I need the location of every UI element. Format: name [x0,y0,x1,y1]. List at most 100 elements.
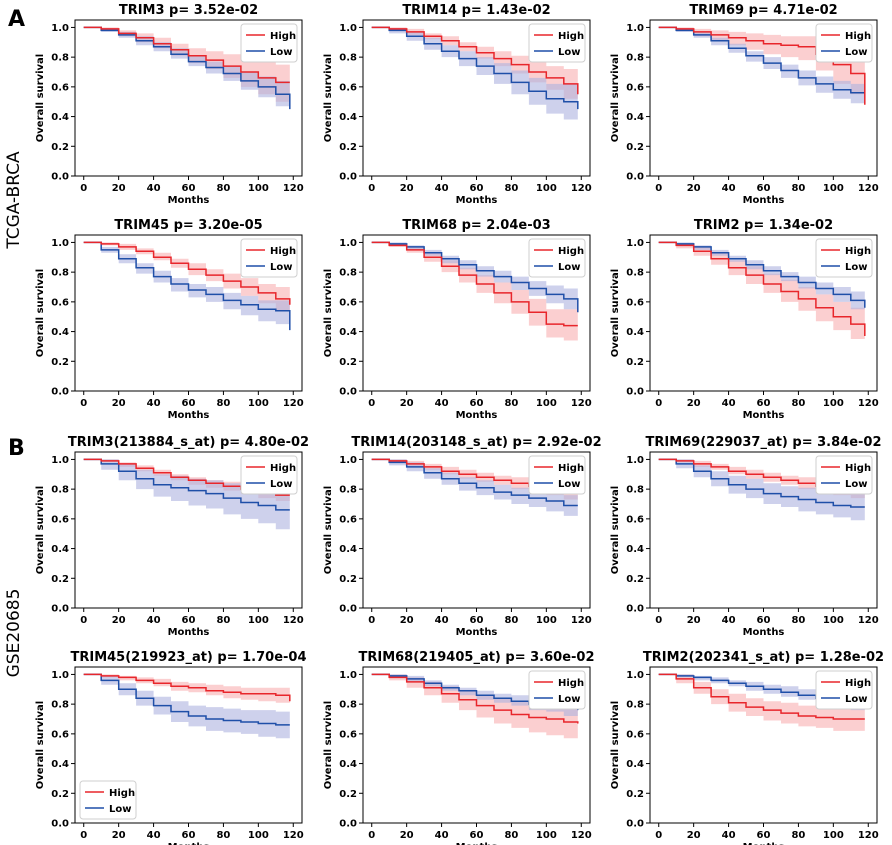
km-panel-9: TRIM69(229037_at) p= 3.84e-02 0 20 40 60 80 10… [610,435,882,638]
low-survival-line [83,241,291,331]
y-tick-label: 1.0 [339,670,357,681]
y-tick-label: 0.0 [339,604,357,615]
x-tick-label: 60 [757,830,771,841]
y-tick-label: 0.6 [626,514,644,525]
low-survival-line [371,26,579,110]
km-panel-10: TRIM45(219923_at) p= 1.70e-04 0 20 40 60 80 10… [35,650,307,845]
high-survival-line [658,673,865,720]
legend-box [240,455,298,495]
legend-high-label: High [558,246,584,257]
x-tick-label: 80 [216,615,230,626]
x-tick-label: 20 [112,830,126,841]
x-tick-label: 40 [147,398,161,409]
x-tick-label: 100 [823,398,844,409]
x-tick-label: 20 [687,398,701,409]
x-tick-label: 120 [283,398,304,409]
legend-box [240,238,298,278]
y-tick-label: 0.2 [626,574,644,585]
y-axis-label: Overall survival [323,54,334,142]
x-tick-label: 20 [687,615,701,626]
x-axis-label: Months [456,627,498,638]
y-axis-label: Overall survival [610,269,621,357]
legend-high-label: High [845,31,871,42]
y-tick-label: 0.6 [626,82,644,93]
x-tick-label: 100 [248,183,269,194]
x-tick-label: 0 [368,398,375,409]
x-tick-label: 100 [248,398,269,409]
legend-box [528,670,586,710]
x-tick-label: 40 [147,183,161,194]
x-tick-label: 80 [791,398,805,409]
x-tick-label: 0 [80,398,87,409]
x-tick-label: 80 [216,830,230,841]
legend-box [815,23,873,63]
legend-high-label: High [270,31,296,42]
y-tick-label: 0.2 [339,142,357,153]
x-tick-label: 100 [536,830,557,841]
low-ci-band [371,242,578,326]
x-tick-label: 60 [470,615,484,626]
x-tick-label: 100 [248,615,269,626]
y-tick-label: 0.2 [51,789,69,800]
legend-low-label: Low [558,262,580,273]
high-survival-line [371,673,579,724]
low-ci-band [83,459,290,530]
y-tick-label: 0.0 [626,387,644,398]
legend: High Low [815,670,873,710]
legend-box [240,23,298,63]
y-tick-label: 0.4 [339,112,357,123]
y-tick-label: 0.0 [51,172,69,183]
low-survival-line [83,458,290,511]
panel-title: TRIM69(229037_at) p= 3.84e-02 [645,435,881,450]
x-tick-label: 120 [571,830,592,841]
legend: High Low [815,238,873,278]
y-tick-label: 0.2 [339,357,357,368]
x-tick-label: 120 [283,615,304,626]
x-tick-label: 120 [858,398,879,409]
x-tick-label: 100 [823,183,844,194]
y-axis-label: Overall survival [35,54,46,142]
legend-box [528,23,586,63]
panel-title: TRIM69 p= 4.71e-02 [689,3,837,18]
km-panel-1: TRIM3 p= 3.52e-02 0 20 40 60 80 100 120 0.0 0.2 0.… [35,3,304,206]
y-tick-label: 0.4 [626,544,644,555]
x-tick-label: 60 [182,615,196,626]
legend: High Low [79,780,137,820]
legend-box [815,455,873,495]
y-tick-label: 0.6 [51,297,69,308]
y-tick-label: 0.4 [339,759,357,770]
low-ci-band [83,27,290,124]
panel-label-a: A [8,7,25,32]
low-survival-line [83,26,291,110]
y-axis-label: Overall survival [610,54,621,142]
legend-box [528,238,586,278]
y-tick-label: 0.4 [51,112,69,123]
y-tick-label: 0.6 [51,514,69,525]
legend: High Low [528,670,586,710]
y-tick-label: 1.0 [51,23,69,34]
x-tick-label: 60 [470,398,484,409]
y-tick-label: 0.0 [626,819,644,830]
y-tick-label: 0.2 [51,574,69,585]
legend-high-label: High [558,463,584,474]
x-axis-label: Months [168,627,210,638]
high-survival-line [658,241,866,336]
legend-low-label: Low [845,47,867,58]
low-ci-band [658,27,865,105]
x-tick-label: 100 [248,830,269,841]
panel-label-b: B [8,436,25,461]
y-tick-label: 1.0 [51,238,69,249]
y-tick-label: 0.8 [51,700,69,711]
high-survival-line [83,673,291,702]
y-tick-label: 0.0 [51,387,69,398]
x-tick-label: 40 [147,615,161,626]
legend-low-label: Low [558,694,580,705]
x-axis-label: Months [168,410,210,421]
high-ci-band [371,242,578,344]
y-tick-label: 0.0 [51,604,69,615]
panel-title: TRIM68(219405_at) p= 3.60e-02 [358,650,594,665]
legend: High Low [815,23,873,63]
y-tick-label: 0.8 [339,268,357,279]
panel-title: TRIM3 p= 3.52e-02 [119,3,258,18]
x-axis-label: Months [168,195,210,206]
